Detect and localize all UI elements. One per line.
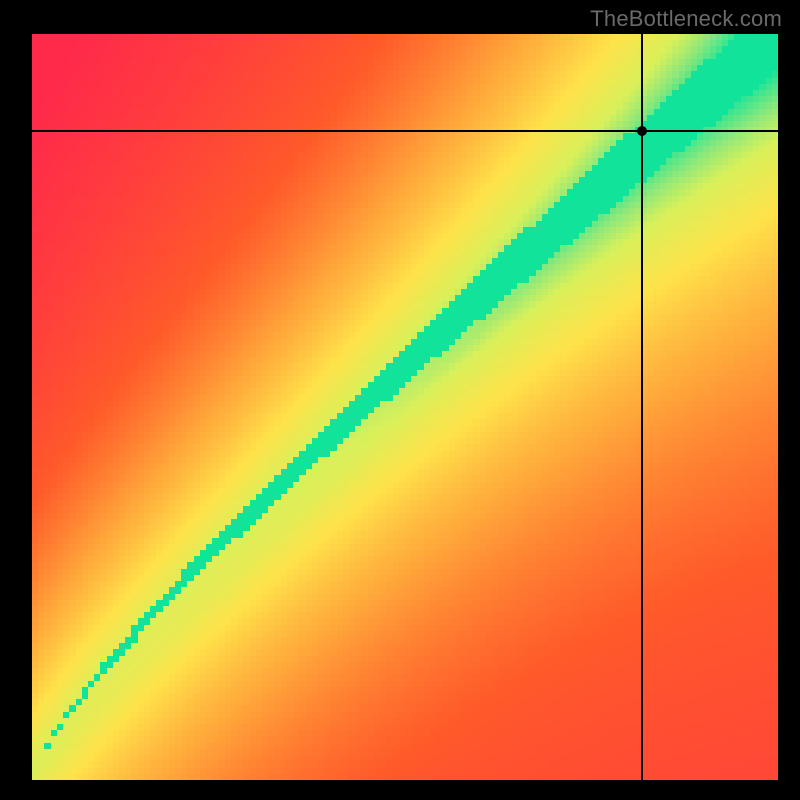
watermark-text: TheBottleneck.com <box>590 6 782 32</box>
chart-container: TheBottleneck.com <box>0 0 800 800</box>
heatmap-canvas <box>32 34 778 780</box>
crosshair-horizontal <box>32 130 778 132</box>
heatmap-plot <box>32 34 778 780</box>
crosshair-vertical <box>641 34 643 780</box>
